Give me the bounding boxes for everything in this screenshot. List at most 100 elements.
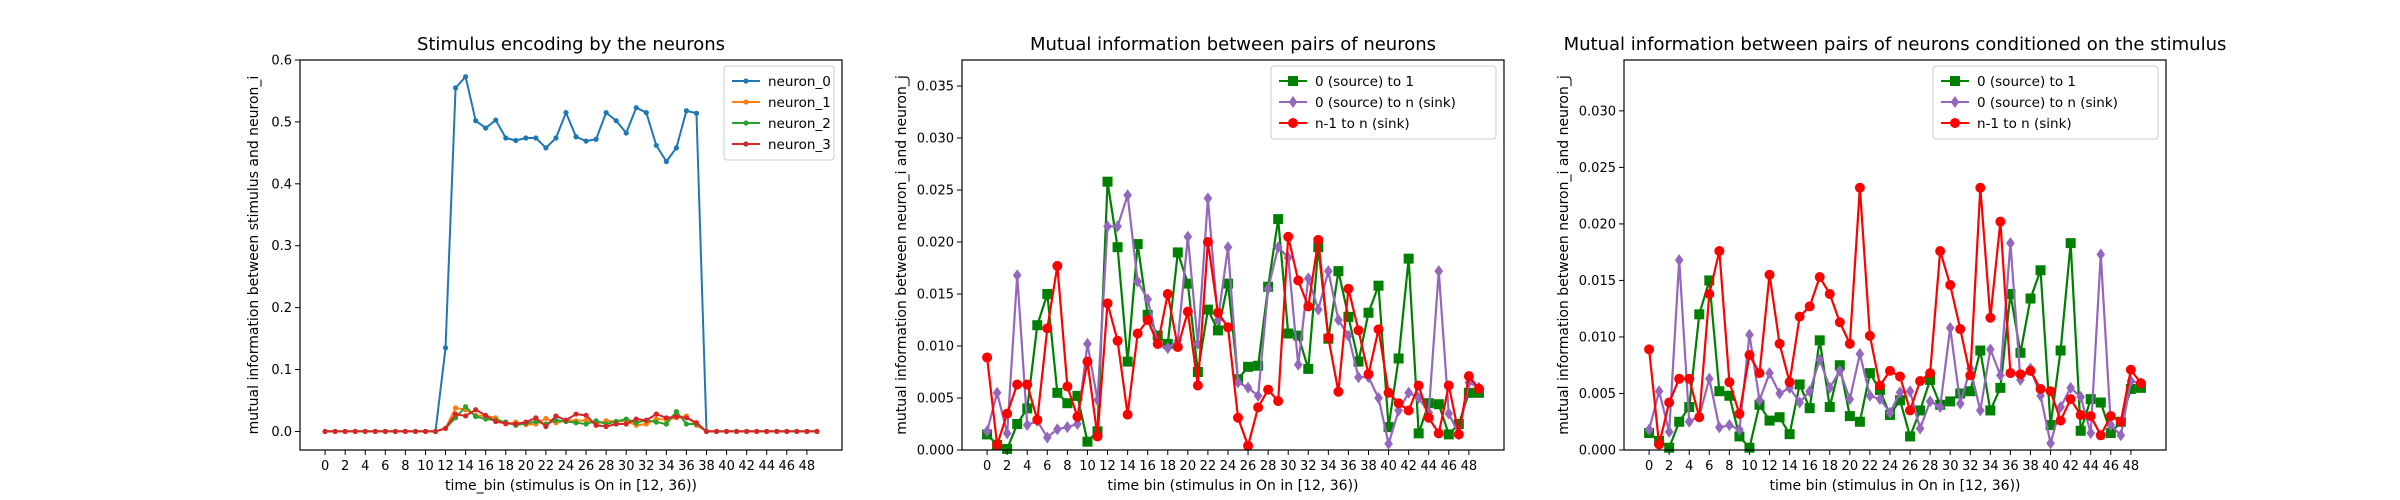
legend-swatch-marker <box>743 141 749 147</box>
data-point <box>332 428 338 435</box>
data-point <box>1142 309 1153 320</box>
data-point <box>1905 431 1916 442</box>
x-tick-label: 48 <box>1461 459 1478 474</box>
data-point <box>1012 269 1022 282</box>
data-point <box>573 134 579 140</box>
data-point <box>673 413 679 420</box>
data-point <box>1774 338 1785 349</box>
data-point <box>1644 423 1654 436</box>
data-point <box>683 421 690 427</box>
data-point <box>1444 407 1454 420</box>
legend-swatch-marker <box>1288 76 1298 86</box>
y-axis-label: mutual information between neuron_i and … <box>1556 75 1572 435</box>
x-tick-label: 30 <box>1280 459 1297 474</box>
data-point <box>1664 425 1674 438</box>
data-point <box>1835 364 1845 377</box>
data-point <box>2106 419 2116 432</box>
data-point <box>573 411 579 417</box>
data-point <box>1373 324 1384 335</box>
data-point <box>1874 380 1885 391</box>
data-point <box>2065 238 2076 249</box>
data-point <box>432 428 439 435</box>
data-point <box>613 118 619 124</box>
data-point <box>603 110 609 116</box>
axes-frame <box>1623 59 2167 451</box>
data-point <box>1433 428 1444 439</box>
data-point <box>1975 182 1986 193</box>
x-tick-label: 28 <box>598 459 615 474</box>
x-tick-label: 4 <box>1685 459 1693 474</box>
data-point <box>2125 364 2136 375</box>
data-point <box>1163 342 1173 355</box>
data-point <box>734 428 740 435</box>
data-point <box>1654 385 1664 398</box>
data-point <box>1062 381 1073 392</box>
x-tick-label: 2 <box>1003 459 1011 474</box>
data-point <box>1192 380 1203 391</box>
data-point <box>1704 275 1715 286</box>
data-point <box>2035 383 2046 394</box>
data-point <box>2065 394 2076 405</box>
data-point <box>493 117 499 123</box>
data-point <box>1293 275 1304 286</box>
y-tick-label: 0.025 <box>1579 161 1616 176</box>
x-tick-label: 42 <box>1400 459 1417 474</box>
data-point <box>1222 322 1233 333</box>
data-point <box>1844 338 1855 349</box>
legend-swatch-marker <box>743 120 749 126</box>
data-point <box>1955 397 1965 410</box>
x-tick-label: 26 <box>1902 459 1919 474</box>
x-tick-label: 18 <box>1821 459 1838 474</box>
data-point <box>1253 389 1263 402</box>
x-tick-label: 34 <box>1982 459 1999 474</box>
data-point <box>1103 220 1112 233</box>
data-point <box>1794 379 1805 390</box>
data-point <box>633 416 639 422</box>
data-point <box>1203 192 1213 205</box>
chart-title: Mutual information between pairs of neur… <box>1564 34 2227 55</box>
data-point <box>352 428 358 435</box>
data-point <box>382 428 388 435</box>
data-point <box>1334 314 1343 326</box>
x-axis-label: time bin (stimulus in On in [12, 36)) <box>1769 478 2020 494</box>
data-point <box>1694 309 1705 320</box>
series-1 <box>1644 238 2146 453</box>
data-point <box>1945 321 1955 334</box>
data-point <box>1905 385 1915 398</box>
data-point <box>1063 421 1072 434</box>
legend-label: n-1 to n (sink) <box>1977 116 2072 132</box>
data-point <box>1052 387 1063 398</box>
data-point <box>1895 395 1906 406</box>
data-point <box>1453 419 1464 429</box>
x-tick-label: 36 <box>1340 459 1357 474</box>
x-axis-label: time_bin (stimulus is On in [12, 36)) <box>445 478 697 494</box>
data-point <box>513 137 519 144</box>
data-point <box>603 423 609 430</box>
data-point <box>1082 356 1093 367</box>
data-point <box>1734 431 1745 442</box>
x-tick-label: 14 <box>457 459 474 474</box>
data-point <box>1745 328 1754 341</box>
x-tick-label: 20 <box>1842 459 1859 474</box>
data-point <box>1795 396 1804 409</box>
y-tick-label: 0.3 <box>271 239 292 254</box>
data-point <box>2105 411 2116 422</box>
x-tick-label: 34 <box>658 459 675 474</box>
data-point <box>1985 312 1996 323</box>
data-point <box>1945 396 1956 407</box>
data-point <box>1855 347 1865 360</box>
data-point <box>1363 369 1374 380</box>
y-axis-label: mutual information between stimulus and … <box>246 76 262 435</box>
x-tick-label: 0 <box>1645 459 1653 474</box>
data-point <box>1112 242 1123 253</box>
data-point <box>1734 408 1745 419</box>
data-point <box>1715 421 1724 434</box>
x-tick-label: 24 <box>1220 459 1237 474</box>
x-tick-label: 24 <box>1882 459 1899 474</box>
data-point <box>483 125 489 131</box>
x-tick-label: 2 <box>1665 459 1673 474</box>
data-point <box>643 421 649 427</box>
y-tick-label: 0.005 <box>1579 387 1616 402</box>
data-point <box>1273 214 1284 225</box>
data-point <box>1002 408 1013 419</box>
